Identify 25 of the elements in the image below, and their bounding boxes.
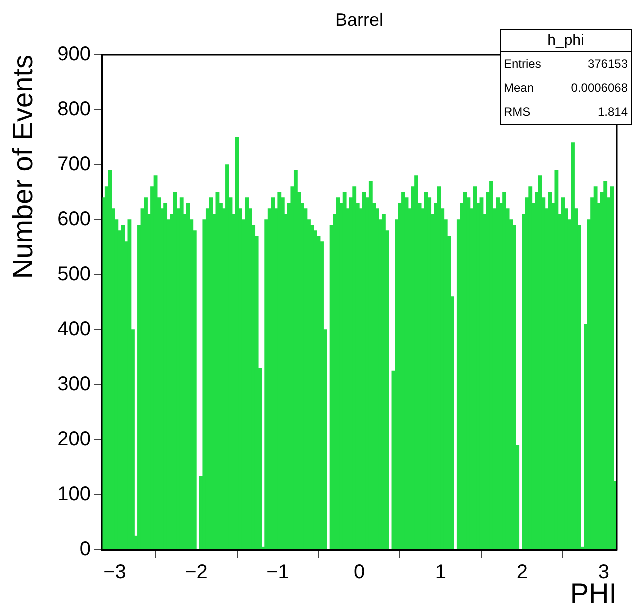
annotation: 1.814 (598, 105, 628, 119)
annotation: 376153 (588, 57, 628, 71)
y-tick-label: 0 (80, 538, 91, 561)
annotation: Entries (504, 57, 542, 71)
x-tick-label: 0 (354, 562, 366, 584)
x-tick-label: −2 (185, 562, 208, 584)
y-tick-label: 400 (58, 318, 91, 341)
y-tick-label: 100 (58, 484, 91, 506)
x-tick-label: −3 (104, 562, 126, 584)
y-axis-title: Number of Events (8, 55, 39, 280)
x-tick-label: 2 (516, 562, 528, 584)
annotation: Mean (504, 81, 534, 95)
y-tick-label: 200 (58, 428, 91, 451)
y-tick-label: 700 (58, 154, 91, 176)
annotation: 0.0006068 (571, 81, 628, 95)
text: h_phi (501, 30, 631, 52)
x-tick-label: −1 (266, 562, 290, 584)
y-tick-label: 500 (58, 264, 91, 286)
y-tick-label: 900 (58, 44, 91, 66)
y-tick-label: 800 (58, 98, 91, 121)
y-tick-label: 600 (58, 208, 91, 231)
annotation: RMS (504, 105, 531, 119)
x-tick-label: 1 (435, 562, 447, 584)
y-tick-label: 300 (58, 374, 91, 396)
chart-title: Barrel (334, 10, 384, 31)
